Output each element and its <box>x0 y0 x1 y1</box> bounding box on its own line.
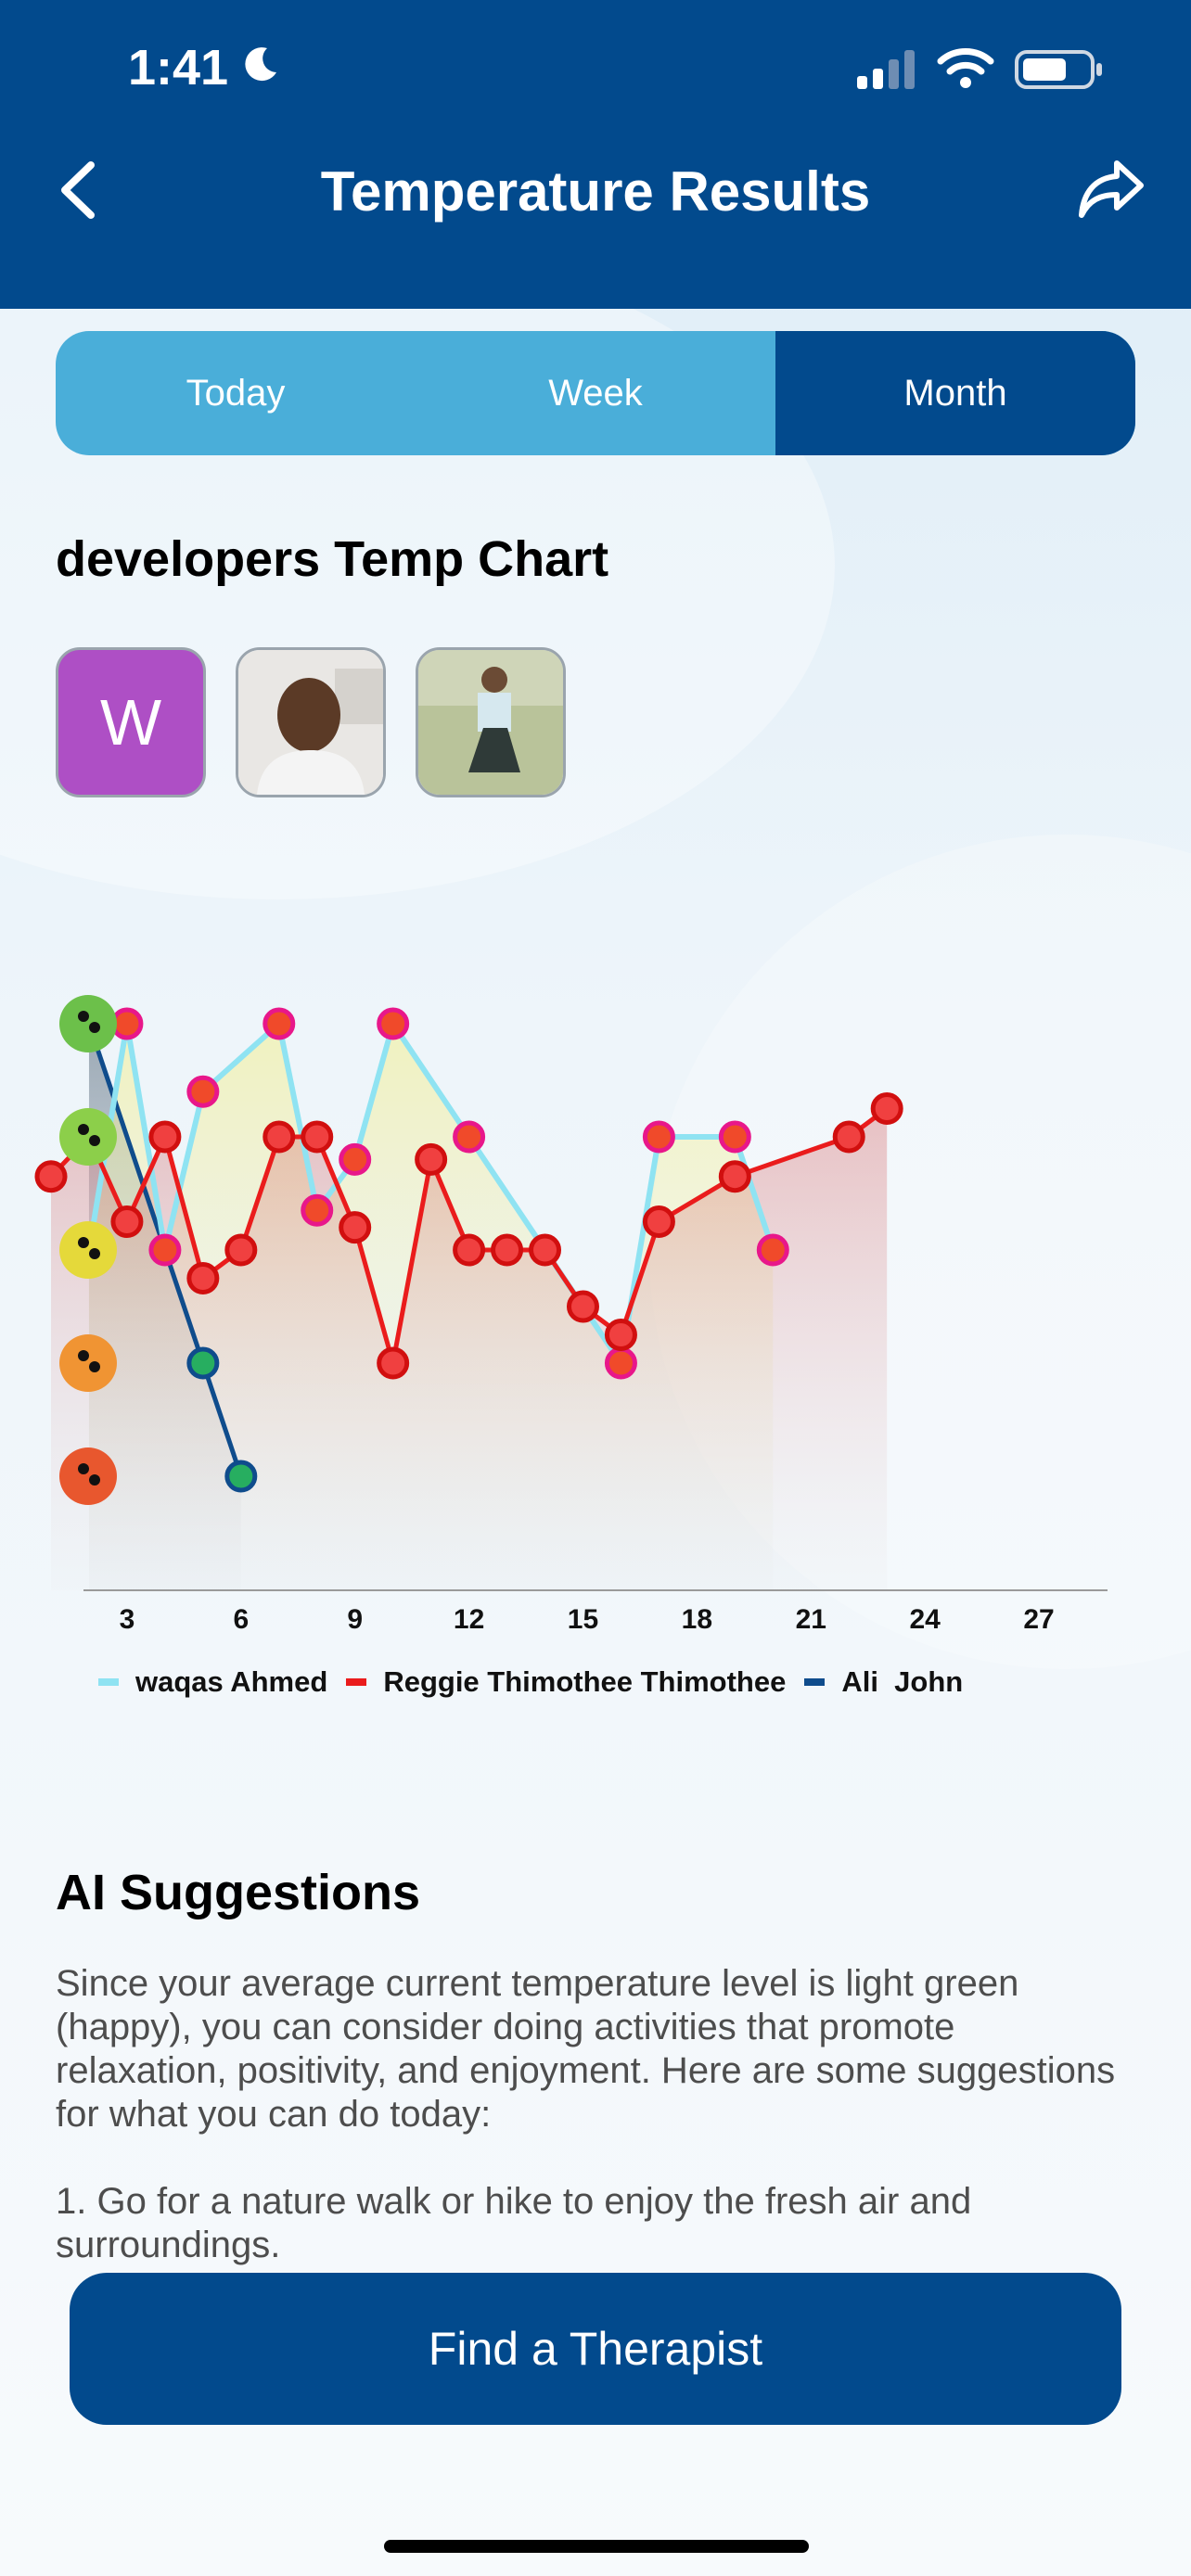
legend-item: Ali John <box>804 1665 963 1699</box>
legend-label: waqas Ahmed <box>135 1665 328 1698</box>
home-indicator <box>384 2540 809 2553</box>
mood-face-eye <box>89 1361 100 1372</box>
data-point <box>186 1346 220 1380</box>
data-point <box>224 1233 258 1267</box>
data-point <box>263 1120 296 1154</box>
avatar-initial[interactable]: W <box>56 647 206 797</box>
data-point <box>34 1160 68 1193</box>
mood-face-eye <box>89 1474 100 1486</box>
status-time: 1:41 <box>128 40 229 96</box>
find-therapist-button[interactable]: Find a Therapist <box>70 2273 1121 2425</box>
data-point <box>377 1346 410 1380</box>
temperature-line-chart: 3 6 9 12 15 18 21 24 27 <box>34 995 1108 1635</box>
x-tick-label: 9 <box>347 1604 363 1635</box>
mood-face-icon <box>59 995 117 1052</box>
data-point <box>110 1007 144 1040</box>
tab-today[interactable]: Today <box>186 372 286 414</box>
data-point <box>301 1120 334 1154</box>
data-point <box>377 1007 410 1040</box>
mood-face-eye <box>78 1237 89 1248</box>
signal-icon <box>857 50 915 89</box>
legend-item: waqas Ahmed <box>98 1665 327 1699</box>
mood-face-icon <box>59 1108 117 1166</box>
data-point <box>529 1233 562 1267</box>
data-point <box>148 1233 182 1267</box>
x-tick-label: 18 <box>682 1604 712 1635</box>
mood-face-icon <box>59 1447 117 1505</box>
mood-face-eye <box>78 1350 89 1361</box>
x-tick-label: 6 <box>233 1604 249 1635</box>
chart-legend: waqas Ahmed Reggie Thimothee Thimothee A… <box>98 1665 981 1699</box>
tab-month[interactable]: Month <box>775 331 1135 455</box>
x-tick-label: 12 <box>454 1604 484 1635</box>
moon-icon <box>245 47 276 82</box>
series-line <box>49 1106 889 1366</box>
data-point <box>491 1233 524 1267</box>
period-segmented-control: Today Week Month <box>56 331 1135 455</box>
mood-face-icon <box>59 1334 117 1392</box>
mood-face-eye <box>89 1248 100 1259</box>
data-point <box>832 1120 865 1154</box>
mood-face-eye <box>78 1011 89 1022</box>
person-photo-icon <box>238 650 383 795</box>
data-point <box>110 1205 144 1238</box>
legend-label: Reggie Thimothee Thimothee <box>383 1665 787 1698</box>
data-point <box>186 1075 220 1108</box>
data-point <box>263 1007 296 1040</box>
legend-label: Ali John <box>841 1665 964 1698</box>
x-tick-label: 27 <box>1023 1604 1054 1635</box>
ai-paragraph: Since your average current temperature l… <box>56 1963 1116 2135</box>
legend-item: Reggie Thimothee Thimothee <box>346 1665 786 1699</box>
mood-face-eye <box>78 1463 89 1474</box>
wifi-icon <box>937 48 994 88</box>
data-point <box>756 1233 789 1267</box>
mood-face-icon <box>59 1221 117 1279</box>
mood-face-eye <box>89 1135 100 1146</box>
data-point <box>453 1120 486 1154</box>
ai-suggestions-text: Since your average current temperature l… <box>56 1962 1132 2311</box>
series-area <box>51 1108 888 1590</box>
data-point <box>870 1092 903 1125</box>
ai-suggestions-title: AI Suggestions <box>56 1865 421 1920</box>
legend-swatch <box>346 1678 367 1686</box>
data-point <box>415 1142 448 1176</box>
chart-title: developers Temp Chart <box>56 531 609 587</box>
mood-face-eye <box>78 1124 89 1135</box>
x-tick-label: 15 <box>568 1604 598 1635</box>
person-outdoors-photo-icon <box>418 650 563 795</box>
x-tick-label: 21 <box>796 1604 826 1635</box>
data-point <box>339 1211 372 1244</box>
avatar-photo[interactable] <box>416 647 566 797</box>
x-tick-label: 24 <box>909 1604 941 1635</box>
participant-avatars: W <box>56 647 566 797</box>
ai-paragraph: 1. Go for a nature walk or hike to enjoy… <box>56 2181 972 2265</box>
data-point <box>604 1346 637 1380</box>
mood-face-eye <box>89 1022 100 1033</box>
x-tick-label: 3 <box>120 1604 135 1635</box>
data-point <box>453 1233 486 1267</box>
data-point <box>224 1460 258 1493</box>
data-point <box>301 1193 334 1227</box>
page-title: Temperature Results <box>320 160 871 223</box>
data-point <box>566 1290 599 1323</box>
app-header: 1:41 Temperature Results <box>0 0 1191 309</box>
data-point <box>339 1142 372 1176</box>
data-point <box>186 1262 220 1294</box>
data-point <box>148 1120 182 1154</box>
data-point <box>718 1120 751 1154</box>
data-point <box>718 1160 751 1193</box>
avatar-initial-text: W <box>99 686 162 759</box>
tab-week[interactable]: Week <box>548 372 643 414</box>
data-point <box>642 1120 675 1154</box>
share-icon[interactable] <box>1076 154 1146 224</box>
legend-swatch <box>804 1678 826 1686</box>
data-point <box>642 1205 675 1238</box>
data-point <box>604 1319 637 1351</box>
battery-icon <box>1015 50 1102 89</box>
back-chevron-icon[interactable] <box>54 158 100 223</box>
avatar-photo[interactable] <box>236 647 386 797</box>
legend-swatch <box>98 1678 119 1686</box>
